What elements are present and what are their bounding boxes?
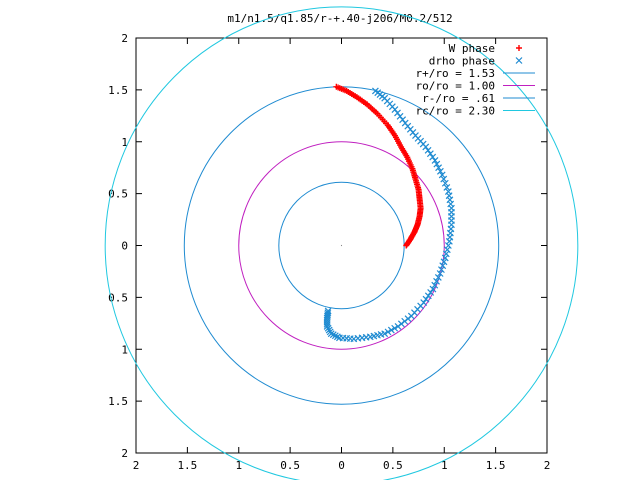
data-point-fill: [440, 258, 448, 266]
legend-marker: [516, 45, 522, 51]
tick-group: 2 1.5 1 0.5 0 0.5 1 1.5 221.510.500.511.52: [108, 32, 550, 472]
data-point-fill: [433, 160, 441, 168]
data-point-fill: [433, 277, 440, 285]
x-tick-label: 0.5: [280, 459, 300, 472]
data-point: [438, 171, 446, 179]
data-point-fill: [431, 281, 439, 289]
x-tick-label: 1.5: [177, 459, 197, 472]
circle-group: [104, 6, 579, 480]
y-tick-label: 0.5: [108, 291, 128, 304]
data-point-fill: [439, 262, 447, 270]
data-point-fill: [331, 332, 339, 340]
y-tick-label: 1: [121, 343, 128, 356]
y-tick-label: 2: [121, 447, 128, 460]
x-tick-label: 0.5: [383, 459, 403, 472]
y-tick-label: 1.5: [108, 395, 128, 408]
data-point: [394, 323, 402, 330]
data-point: [403, 242, 410, 249]
data-point-fill: [426, 150, 434, 158]
x-tick-label: 0: [338, 459, 345, 472]
data-point-fill: [424, 146, 432, 154]
data-point-fill: [443, 246, 451, 254]
legend-label: ro/ro = 1.00: [416, 80, 495, 93]
data-point: [422, 143, 430, 151]
legend-label: rc/ro = 2.30: [416, 105, 495, 118]
data-point-fill: [443, 183, 451, 191]
x-tick-label: 2: [544, 459, 551, 472]
data-point-fill: [427, 289, 435, 296]
data-point-fill: [424, 292, 432, 300]
data-point-fill: [324, 309, 332, 317]
data-point: [324, 307, 332, 315]
x-tick-label: 1: [441, 459, 448, 472]
data-point-fill: [435, 164, 443, 172]
series-x: [323, 87, 455, 343]
legend-label: r-/ro = .61: [422, 92, 495, 105]
circle-2.3: [104, 6, 579, 480]
data-point-fill: [422, 295, 430, 303]
data-point-fill: [391, 324, 399, 332]
data-point-fill: [333, 333, 341, 341]
x-tick-label: 1.5: [486, 459, 506, 472]
data-point-fill: [437, 266, 445, 274]
data-point-fill: [434, 273, 442, 281]
legend-label: drho phase: [429, 55, 495, 68]
x-tick-label: 1: [235, 459, 242, 472]
data-point-fill: [387, 326, 395, 334]
data-point-fill: [436, 167, 444, 175]
data-point-fill: [440, 175, 448, 183]
data-point-fill: [441, 179, 449, 187]
series-group: [323, 83, 455, 343]
circle-1: [238, 141, 445, 350]
data-point: [429, 285, 437, 293]
data-point-fill: [442, 250, 450, 258]
y-tick-label: 1: [121, 136, 128, 149]
y-tick-label: 0: [121, 240, 128, 253]
data-point: [436, 270, 444, 277]
data-point-fill: [444, 242, 452, 249]
y-tick-label: 2: [121, 32, 128, 45]
y-tick-label: 0.5: [108, 188, 128, 201]
legend-label: r+/ro = 1.53: [416, 67, 495, 80]
legend-marker: [515, 57, 523, 64]
data-point: [441, 254, 449, 262]
y-tick-label: 1.5: [108, 84, 128, 97]
data-point: [336, 334, 343, 342]
x-tick-label: 2: [133, 459, 140, 472]
data-point-fill: [429, 153, 437, 161]
data-point-fill: [384, 328, 392, 336]
data-point: [445, 237, 453, 245]
chart-title: m1/n1.5/q1.85/r-+.40-j206/M0.2/512: [227, 12, 452, 25]
data-point: [431, 157, 439, 164]
center-dot: [340, 244, 343, 247]
legend-label: W phase: [449, 42, 495, 55]
series-+: [333, 83, 424, 249]
